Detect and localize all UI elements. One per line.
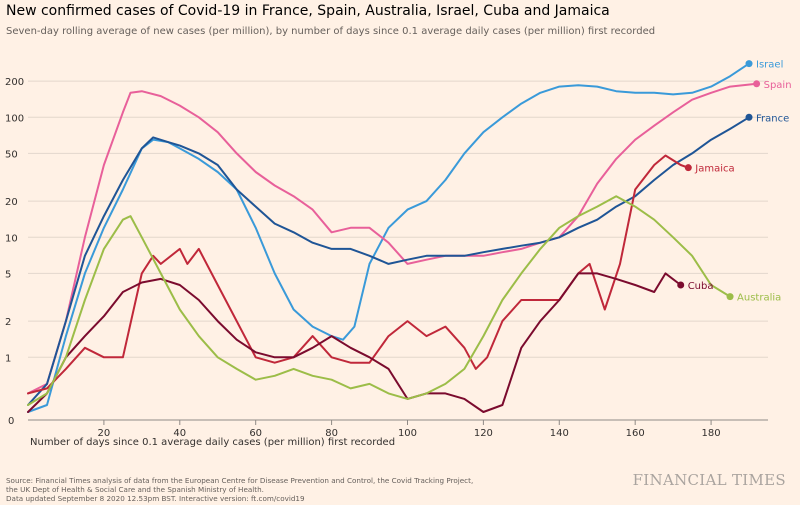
axes: 1 2 5 10 20 50 100 200 0 20 40 60 80 100 120 140 160 180 <box>5 77 768 439</box>
x-tick-label: 40 <box>173 428 186 439</box>
x-tick-label: 120 <box>474 428 493 439</box>
source-line-1: Source: Financial Times analysis of data… <box>6 476 474 485</box>
y-tick-label: 1 <box>5 353 11 364</box>
series-line-cuba <box>27 272 682 413</box>
y-tick-zero: 0 <box>8 416 14 427</box>
series-label-france: France <box>756 113 789 124</box>
grid-lines <box>28 80 768 358</box>
series-lines <box>27 62 758 413</box>
x-tick-label: 20 <box>98 428 111 439</box>
y-tick-label: 2 <box>5 317 11 328</box>
x-axis-title: Number of days since 0.1 average daily c… <box>30 437 396 448</box>
series-label-jamaica: Jamaica <box>694 164 734 175</box>
y-tick-label: 200 <box>5 77 24 88</box>
source-line-3: Data updated September 8 2020 12.53pm BS… <box>6 494 305 503</box>
chart-subtitle: Seven-day rolling average of new cases (… <box>6 26 656 37</box>
series-line-spain <box>27 82 758 395</box>
x-tick-label: 160 <box>626 428 645 439</box>
y-tick-label: 20 <box>5 197 18 208</box>
x-tick-label: 100 <box>398 428 417 439</box>
y-tick-label: 100 <box>5 113 24 124</box>
ft-logo: FINANCIAL TIMES <box>632 471 786 489</box>
x-tick-label: 140 <box>550 428 569 439</box>
series-endpoint-spain <box>753 80 761 88</box>
source-line-2: the UK Dept of Health & Social Care and … <box>6 485 264 494</box>
series-endpoint-france <box>745 113 753 121</box>
y-tick-label: 50 <box>5 149 18 160</box>
chart-title: New confirmed cases of Covid-19 in Franc… <box>6 3 610 19</box>
series-endpoint-israel <box>745 60 753 68</box>
x-tick-label: 80 <box>325 428 338 439</box>
series-endpoint-jamaica <box>684 164 692 172</box>
series-endpoint-australia <box>726 293 734 301</box>
x-tick-label: 60 <box>249 428 262 439</box>
series-label-spain: Spain <box>764 80 792 91</box>
series-label-cuba: Cuba <box>688 281 714 292</box>
source-note: Source: Financial Times analysis of data… <box>6 476 526 503</box>
y-tick-label: 10 <box>5 233 18 244</box>
series-line-jamaica <box>27 154 690 395</box>
series-line-australia <box>27 195 732 406</box>
x-tick-label: 180 <box>702 428 721 439</box>
series-line-israel <box>27 62 750 413</box>
series-endpoint-cuba <box>677 281 685 289</box>
series-label-australia: Australia <box>737 293 781 304</box>
series-label-israel: Israel <box>756 60 783 71</box>
y-tick-label: 5 <box>5 269 11 280</box>
series-labels: Israel Spain France Jamaica Cuba Australia <box>677 60 792 304</box>
